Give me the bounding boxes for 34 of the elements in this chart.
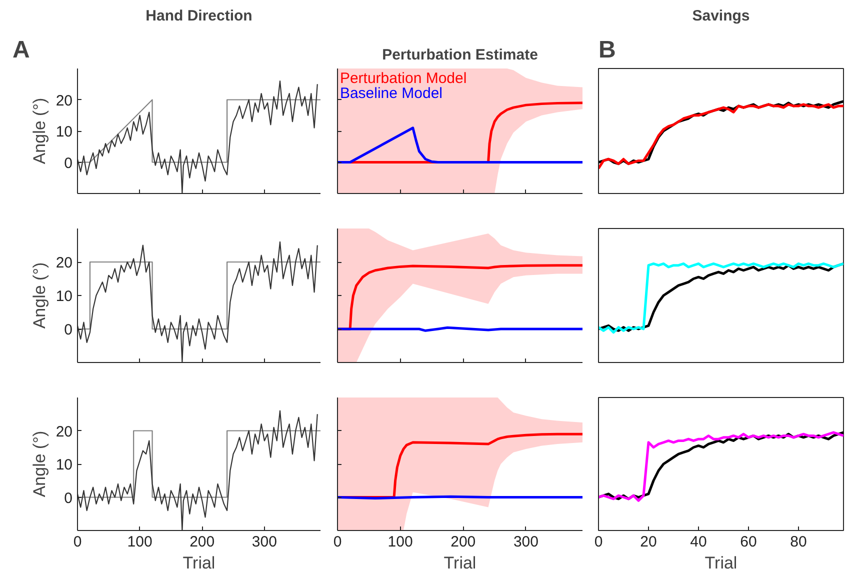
- x-axis-title: Trial: [182, 554, 216, 572]
- y-tick-label: 0: [64, 154, 72, 172]
- y-tick-label: 10: [56, 288, 73, 305]
- text: Perturbation Model: [340, 70, 467, 87]
- chart-title: Savings: [692, 8, 750, 24]
- x-tick-label: 100: [388, 534, 413, 550]
- y-axis-title: Angle (°): [30, 262, 49, 329]
- y-tick-label: 10: [56, 124, 73, 140]
- text: Baseline Model: [340, 84, 443, 102]
- text: B: [598, 36, 616, 64]
- x-tick-label: 100: [127, 534, 152, 550]
- x-tick-label: 80: [790, 534, 807, 550]
- text: A: [12, 36, 30, 64]
- y-tick-label: 20: [56, 423, 73, 440]
- x-tick-label: 20: [640, 534, 657, 550]
- y-axis-title: Angle (°): [30, 430, 49, 498]
- x-tick-label: 60: [740, 534, 757, 550]
- y-tick-label: 20: [56, 254, 73, 272]
- y-tick-label: 10: [56, 456, 73, 474]
- x-axis-title: Trial: [704, 554, 738, 572]
- chart-title: Perturbation Estimate: [382, 46, 538, 64]
- x-tick-label: 0: [594, 534, 603, 550]
- x-tick-label: 200: [450, 534, 476, 550]
- x-axis-title: Trial: [444, 554, 476, 572]
- x-tick-label: 40: [690, 534, 707, 550]
- y-tick-label: 20: [56, 92, 73, 110]
- chart-title: Hand Direction: [146, 8, 252, 24]
- x-tick-label: 300: [252, 534, 277, 550]
- y-tick-label: 0: [64, 322, 72, 338]
- x-tick-label: 200: [190, 534, 215, 550]
- y-tick-label: 0: [64, 490, 72, 507]
- x-tick-label: 0: [333, 534, 342, 550]
- y-axis-title: Angle (°): [30, 98, 49, 164]
- x-tick-label: 300: [513, 534, 538, 550]
